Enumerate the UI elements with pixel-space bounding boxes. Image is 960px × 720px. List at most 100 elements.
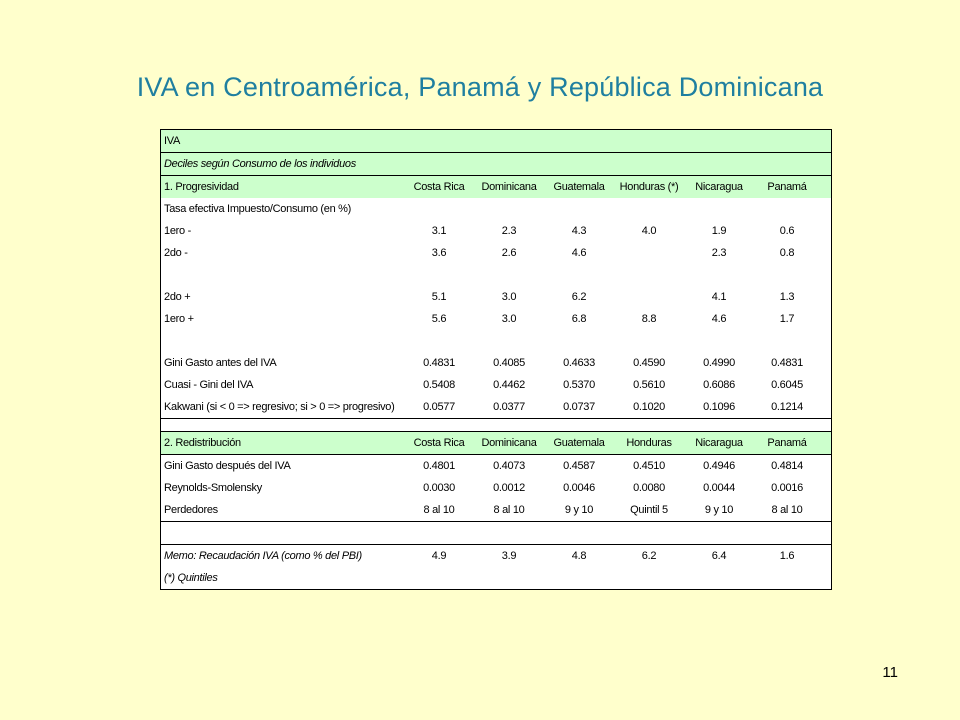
table-cell: 6.4 xyxy=(711,550,727,562)
table-cell: 0.0046 xyxy=(563,482,595,494)
column-header: Dominicana xyxy=(481,437,537,449)
table-header-deciles: Deciles según Consumo de los individuos xyxy=(161,152,831,175)
table-cell: 4.6 xyxy=(571,247,587,259)
table-cell: 0.0016 xyxy=(771,482,803,494)
table-cell: 5.1 xyxy=(431,291,447,303)
table-row: Perdedores 8 al 10 8 al 10 9 y 10 Quinti… xyxy=(161,499,831,522)
table-cell: 0.4814 xyxy=(771,460,803,472)
table-cell: 0.4085 xyxy=(493,357,525,369)
table-cell: 0.5370 xyxy=(563,379,595,391)
table-cell: 2.3 xyxy=(501,225,517,237)
table-cell: 4.0 xyxy=(641,225,657,237)
table-cell: 0.6086 xyxy=(703,379,735,391)
spacer xyxy=(161,522,831,544)
table-header-iva: IVA xyxy=(161,130,831,152)
row-label: Perdedores xyxy=(164,504,218,516)
footnote: (*) Quintiles xyxy=(164,572,218,584)
column-header: Dominicana xyxy=(481,181,537,193)
table-cell: 0.0030 xyxy=(423,482,455,494)
table-cell: 4.9 xyxy=(431,550,447,562)
memo-row: Memo: Recaudación IVA (como % del PBI) 4… xyxy=(161,544,831,567)
table-cell: 1.3 xyxy=(779,291,795,303)
table-cell: 0.4633 xyxy=(563,357,595,369)
table-row: Cuasi - Gini del IVA 0.5408 0.4462 0.537… xyxy=(161,374,831,396)
column-header: Panamá xyxy=(767,437,807,449)
table-cell: 9 y 10 xyxy=(704,504,734,516)
table-cell: 0.5408 xyxy=(423,379,455,391)
table-cell: 0.0737 xyxy=(563,401,595,413)
spacer xyxy=(161,264,831,286)
table-row: 1ero + 5.6 3.0 6.8 8.8 4.6 1.7 xyxy=(161,308,831,330)
column-header: Guatemala xyxy=(553,437,605,449)
table-cell: 3.1 xyxy=(431,225,447,237)
table-cell: 8 al 10 xyxy=(423,504,455,516)
header-deciles-label: Deciles según Consumo de los individuos xyxy=(164,158,356,170)
table-cell: 0.4946 xyxy=(703,460,735,472)
row-label: 2do - xyxy=(164,247,188,259)
row-label: Kakwani (si < 0 => regresivo; si > 0 => … xyxy=(164,401,395,413)
column-header: Nicaragua xyxy=(695,181,743,193)
row-label: Gini Gasto antes del IVA xyxy=(164,357,277,369)
table-cell: 1.9 xyxy=(711,225,727,237)
table-cell: 4.6 xyxy=(711,313,727,325)
row-label: Cuasi - Gini del IVA xyxy=(164,379,254,391)
table-cell: 0.0080 xyxy=(633,482,665,494)
row-label: 2do + xyxy=(164,291,191,303)
section2-header-row: 2. Redistribución Costa Rica Dominicana … xyxy=(161,431,831,454)
row-label: 1ero - xyxy=(164,225,191,237)
slide-title: IVA en Centroamérica, Panamá y República… xyxy=(136,72,824,102)
table-cell: 6.8 xyxy=(571,313,587,325)
table-cell: 0.6 xyxy=(779,225,795,237)
table-cell: 4.3 xyxy=(571,225,587,237)
column-header: Costa Rica xyxy=(413,181,465,193)
table-cell: 0.1020 xyxy=(633,401,665,413)
spacer xyxy=(161,419,831,431)
table-row: Reynolds-Smolensky 0.0030 0.0012 0.0046 … xyxy=(161,477,831,499)
table-cell: 2.3 xyxy=(711,247,727,259)
table-cell: 0.8 xyxy=(779,247,795,259)
table-cell: 0.1096 xyxy=(703,401,735,413)
column-header: Guatemala xyxy=(553,181,605,193)
table-cell: 6.2 xyxy=(641,550,657,562)
table-cell: 0.0012 xyxy=(493,482,525,494)
table-cell: 4.8 xyxy=(571,550,587,562)
table-cell: 8 al 10 xyxy=(493,504,525,516)
table-cell: 8.8 xyxy=(641,313,657,325)
section1-header-row: 1. Progresividad Costa Rica Dominicana G… xyxy=(161,175,831,198)
table-row: Gini Gasto antes del IVA 0.4831 0.4085 0… xyxy=(161,352,831,374)
column-header: Honduras xyxy=(626,437,672,449)
table-row: 2do + 5.1 3.0 6.2 4.1 1.3 xyxy=(161,286,831,308)
column-header: Honduras (*) xyxy=(619,181,679,193)
row-label: Reynolds-Smolensky xyxy=(164,482,262,494)
table-cell: 3.9 xyxy=(501,550,517,562)
section1-title: 1. Progresividad xyxy=(164,181,239,193)
table-cell: 0.0044 xyxy=(703,482,735,494)
table-cell: 0.4801 xyxy=(423,460,455,472)
column-header: Nicaragua xyxy=(695,437,743,449)
table-cell: 0.4990 xyxy=(703,357,735,369)
table-cell: 0.4587 xyxy=(563,460,595,472)
table-cell: Quintil 5 xyxy=(630,504,668,516)
subheader-label: Tasa efectiva Impuesto/Consumo (en %) xyxy=(164,203,351,215)
table-cell: 3.6 xyxy=(431,247,447,259)
table-cell: 0.4831 xyxy=(771,357,803,369)
table-cell: 0.4831 xyxy=(423,357,455,369)
table-cell: 1.6 xyxy=(779,550,795,562)
table-cell: 4.1 xyxy=(711,291,727,303)
table-cell: 0.0377 xyxy=(493,401,525,413)
column-header: Panamá xyxy=(767,181,807,193)
memo-label: Memo: Recaudación IVA (como % del PBI) xyxy=(164,550,362,562)
row-label: 1ero + xyxy=(164,313,194,325)
table-row: Kakwani (si < 0 => regresivo; si > 0 => … xyxy=(161,396,831,419)
table-cell: 0.4073 xyxy=(493,460,525,472)
iva-table: IVA Deciles según Consumo de los individ… xyxy=(160,129,832,590)
table-cell: 0.6045 xyxy=(771,379,803,391)
subheader-row: Tasa efectiva Impuesto/Consumo (en %) xyxy=(161,198,831,220)
table-cell: 8 al 10 xyxy=(771,504,803,516)
table-cell: 2.6 xyxy=(501,247,517,259)
column-header: Costa Rica xyxy=(413,437,465,449)
spacer xyxy=(161,330,831,352)
table-row: Gini Gasto después del IVA 0.4801 0.4073… xyxy=(161,454,831,477)
table-row: 2do - 3.6 2.6 4.6 2.3 0.8 xyxy=(161,242,831,264)
table-cell: 6.2 xyxy=(571,291,587,303)
